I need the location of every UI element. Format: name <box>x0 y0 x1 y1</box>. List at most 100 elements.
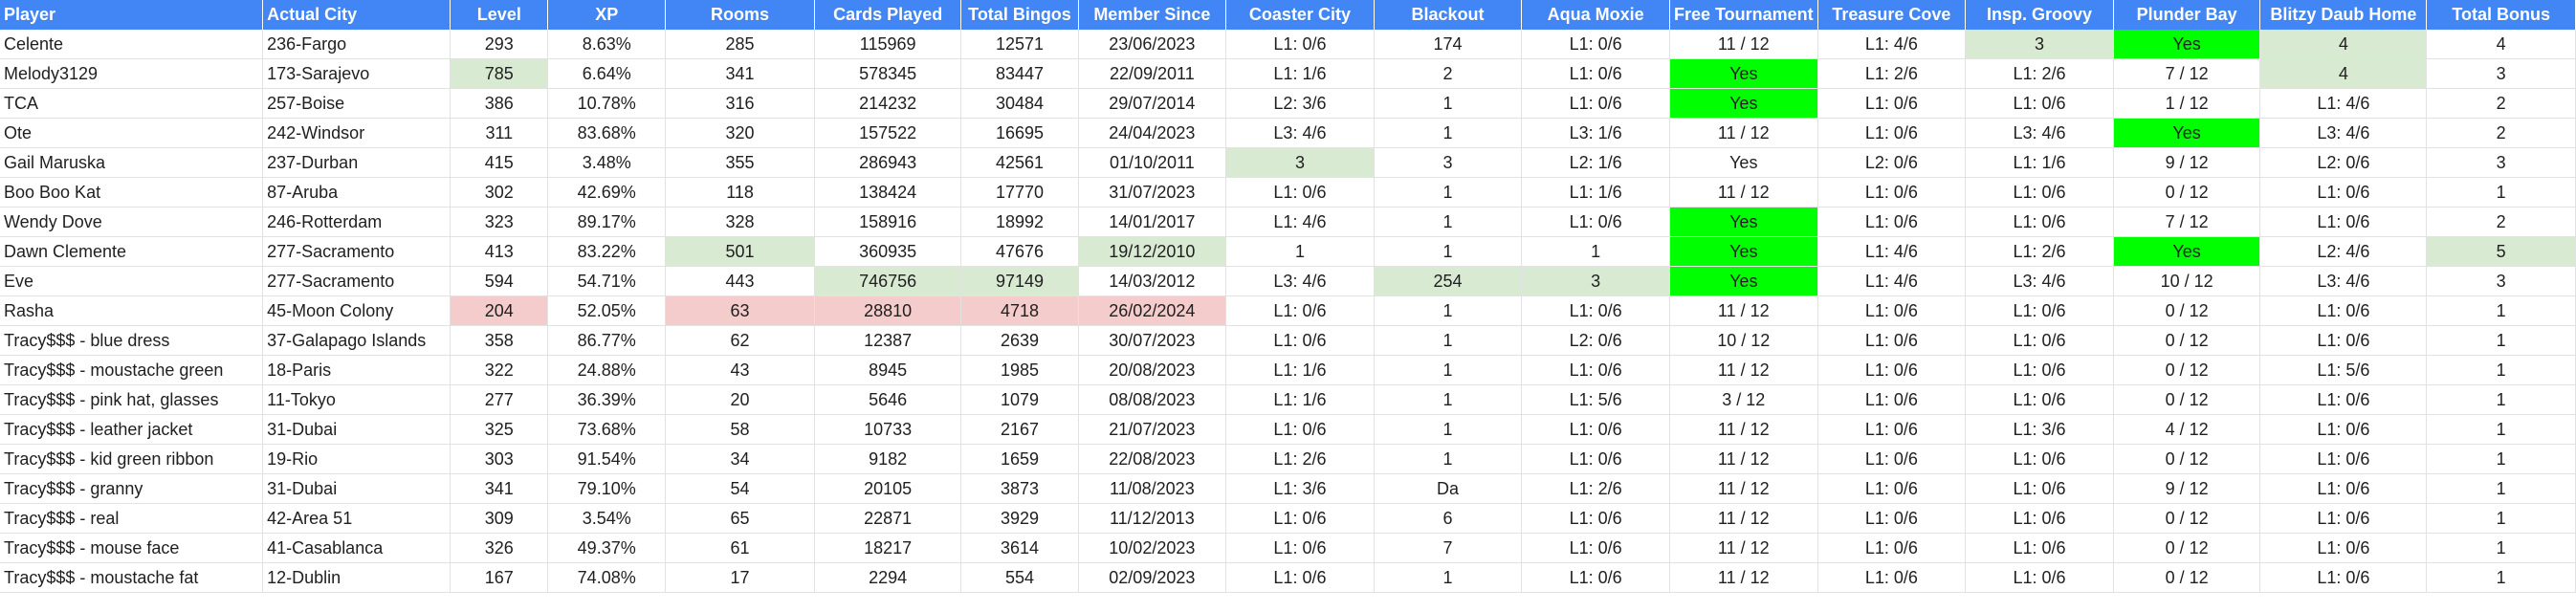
cell-insp-groovy[interactable]: L3: 4/6 <box>1965 118 2114 148</box>
cell-level[interactable]: 785 <box>450 58 549 89</box>
cell-treasure-cove[interactable]: L2: 0/6 <box>1817 147 1967 178</box>
cell-coaster-city[interactable]: L1: 1/6 <box>1225 384 1375 415</box>
cell-blackout[interactable]: 7 <box>1374 533 1523 563</box>
cell-xp[interactable]: 86.77% <box>547 325 667 356</box>
cell-player[interactable]: TCA <box>0 88 264 119</box>
cell-member-since[interactable]: 02/09/2023 <box>1078 562 1227 593</box>
cell-coaster-city[interactable]: L1: 0/6 <box>1225 562 1375 593</box>
cell-total-bonus[interactable]: 1 <box>2426 473 2576 504</box>
cell-cards-played[interactable]: 28810 <box>814 295 962 326</box>
cell-cards-played[interactable]: 115969 <box>814 30 962 59</box>
cell-insp-groovy[interactable]: L1: 0/6 <box>1965 533 2114 563</box>
cell-treasure-cove[interactable]: L1: 0/6 <box>1817 384 1967 415</box>
cell-player[interactable]: Rasha <box>0 295 264 326</box>
table-row[interactable]: Tracy$$$ - mouse face 41-Casablanca 326 49.… <box>0 533 2576 563</box>
cell-level[interactable]: 303 <box>450 444 549 474</box>
cell-blitzy-daub-home[interactable]: L1: 0/6 <box>2259 414 2428 445</box>
cell-player[interactable]: Tracy$$$ - moustache fat <box>0 562 264 593</box>
cell-insp-groovy[interactable]: L1: 2/6 <box>1965 236 2114 267</box>
cell-insp-groovy[interactable]: L1: 1/6 <box>1965 147 2114 178</box>
cell-total-bonus[interactable]: 2 <box>2426 88 2576 119</box>
cell-member-since[interactable]: 01/10/2011 <box>1078 147 1227 178</box>
cell-xp[interactable]: 42.69% <box>547 177 667 208</box>
cell-total-bingos[interactable]: 2639 <box>960 325 1079 356</box>
cell-actual-city[interactable]: 87-Aruba <box>262 177 451 208</box>
cell-level[interactable]: 325 <box>450 414 549 445</box>
table-row[interactable]: Melody3129 173-Sarajevo 785 6.64% 341 578345 8… <box>0 58 2576 89</box>
cell-total-bingos[interactable]: 12571 <box>960 30 1079 59</box>
cell-insp-groovy[interactable]: L1: 0/6 <box>1965 88 2114 119</box>
cell-member-since[interactable]: 21/07/2023 <box>1078 414 1227 445</box>
cell-insp-groovy[interactable]: L1: 0/6 <box>1965 355 2114 385</box>
cell-total-bonus[interactable]: 3 <box>2426 147 2576 178</box>
column-header-rooms[interactable]: Rooms <box>665 0 815 30</box>
cell-total-bingos[interactable]: 47676 <box>960 236 1079 267</box>
cell-blackout[interactable]: 1 <box>1374 325 1523 356</box>
cell-insp-groovy[interactable]: L1: 0/6 <box>1965 562 2114 593</box>
cell-treasure-cove[interactable]: L1: 0/6 <box>1817 533 1967 563</box>
cell-rooms[interactable]: 328 <box>665 207 815 237</box>
cell-cards-played[interactable]: 9182 <box>814 444 962 474</box>
cell-coaster-city[interactable]: L3: 4/6 <box>1225 266 1375 296</box>
cell-aqua-moxie[interactable]: L1: 0/6 <box>1521 444 1670 474</box>
cell-plunder-bay[interactable]: 4 / 12 <box>2113 414 2261 445</box>
cell-cards-played[interactable]: 746756 <box>814 266 962 296</box>
cell-total-bonus[interactable]: 1 <box>2426 177 2576 208</box>
cell-aqua-moxie[interactable]: L1: 0/6 <box>1521 503 1670 534</box>
cell-plunder-bay[interactable]: 0 / 12 <box>2113 503 2261 534</box>
cell-insp-groovy[interactable]: 3 <box>1965 30 2114 59</box>
cell-cards-played[interactable]: 138424 <box>814 177 962 208</box>
cell-plunder-bay[interactable]: 9 / 12 <box>2113 147 2261 178</box>
table-row[interactable]: Gail Maruska 237-Durban 415 3.48% 355 286943 4… <box>0 147 2576 178</box>
cell-actual-city[interactable]: 42-Area 51 <box>262 503 451 534</box>
cell-blackout[interactable]: 1 <box>1374 118 1523 148</box>
table-row[interactable]: Tracy$$$ - kid green ribbon 19-Rio 303 91.5… <box>0 444 2576 474</box>
cell-blitzy-daub-home[interactable]: L1: 0/6 <box>2259 473 2428 504</box>
cell-blackout[interactable]: 1 <box>1374 562 1523 593</box>
cell-rooms[interactable]: 62 <box>665 325 815 356</box>
cell-level[interactable]: 293 <box>450 30 549 59</box>
cell-total-bingos[interactable]: 1659 <box>960 444 1079 474</box>
cell-coaster-city[interactable]: L1: 0/6 <box>1225 325 1375 356</box>
column-header-total-bingos[interactable]: Total Bingos <box>960 0 1079 30</box>
cell-actual-city[interactable]: 246-Rotterdam <box>262 207 451 237</box>
cell-cards-played[interactable]: 8945 <box>814 355 962 385</box>
cell-free-tournament[interactable]: Yes <box>1669 88 1818 119</box>
cell-plunder-bay[interactable]: 0 / 12 <box>2113 325 2261 356</box>
cell-player[interactable]: Gail Maruska <box>0 147 264 178</box>
table-row[interactable]: Tracy$$$ - granny 31-Dubai 341 79.10% 54 2010… <box>0 473 2576 504</box>
column-header-level[interactable]: Level <box>450 0 549 30</box>
cell-total-bonus[interactable]: 1 <box>2426 503 2576 534</box>
cell-level[interactable]: 413 <box>450 236 549 267</box>
cell-cards-played[interactable]: 20105 <box>814 473 962 504</box>
table-row[interactable]: Tracy$$$ - blue dress 37-Galapago Islands… <box>0 325 2576 356</box>
cell-cards-played[interactable]: 578345 <box>814 58 962 89</box>
cell-player[interactable]: Melody3129 <box>0 58 264 89</box>
cell-blitzy-daub-home[interactable]: L1: 0/6 <box>2259 207 2428 237</box>
cell-member-since[interactable]: 08/08/2023 <box>1078 384 1227 415</box>
cell-actual-city[interactable]: 11-Tokyo <box>262 384 451 415</box>
cell-blackout[interactable]: 254 <box>1374 266 1523 296</box>
cell-member-since[interactable]: 11/12/2013 <box>1078 503 1227 534</box>
cell-plunder-bay[interactable]: 0 / 12 <box>2113 295 2261 326</box>
cell-blitzy-daub-home[interactable]: L1: 0/6 <box>2259 444 2428 474</box>
cell-actual-city[interactable]: 41-Casablanca <box>262 533 451 563</box>
cell-member-since[interactable]: 11/08/2023 <box>1078 473 1227 504</box>
cell-level[interactable]: 323 <box>450 207 549 237</box>
cell-rooms[interactable]: 501 <box>665 236 815 267</box>
cell-xp[interactable]: 3.54% <box>547 503 667 534</box>
cell-blitzy-daub-home[interactable]: L1: 5/6 <box>2259 355 2428 385</box>
cell-member-since[interactable]: 19/12/2010 <box>1078 236 1227 267</box>
cell-player[interactable]: Celente <box>0 30 264 59</box>
cell-free-tournament[interactable]: 11 / 12 <box>1669 444 1818 474</box>
cell-coaster-city[interactable]: L1: 2/6 <box>1225 444 1375 474</box>
table-row[interactable]: Eve 277-Sacramento 594 54.71% 443 746756 97149… <box>0 266 2576 296</box>
cell-free-tournament[interactable]: 11 / 12 <box>1669 355 1818 385</box>
cell-aqua-moxie[interactable]: L1: 0/6 <box>1521 414 1670 445</box>
cell-total-bingos[interactable]: 18992 <box>960 207 1079 237</box>
table-row[interactable]: Tracy$$$ - pink hat, glasses 11-Tokyo 277 3… <box>0 384 2576 415</box>
cell-aqua-moxie[interactable]: L1: 0/6 <box>1521 533 1670 563</box>
cell-xp[interactable]: 3.48% <box>547 147 667 178</box>
cell-player[interactable]: Tracy$$$ - granny <box>0 473 264 504</box>
cell-plunder-bay[interactable]: 1 / 12 <box>2113 88 2261 119</box>
